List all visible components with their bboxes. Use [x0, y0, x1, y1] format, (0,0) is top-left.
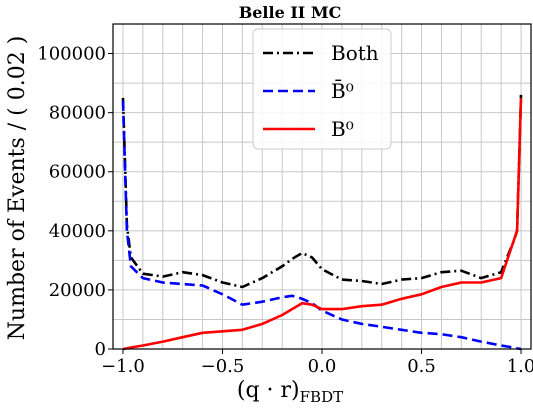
x-axis-label: (q · r)FBDT — [237, 378, 343, 403]
series-line-Both — [121, 94, 523, 289]
series-line-B̄⁰ — [121, 100, 522, 351]
y-tick-label: 0 — [95, 339, 106, 360]
x-tick-label: 0.0 — [308, 356, 337, 377]
y-tick-label: 100000 — [37, 44, 106, 65]
series-group — [121, 94, 523, 351]
legend-label: B̄⁰ — [331, 78, 354, 103]
y-tick-label: 40000 — [49, 221, 106, 242]
legend-label: Both — [331, 41, 379, 65]
chart-title: Belle II MC — [239, 3, 342, 22]
y-tick-label: 80000 — [49, 103, 106, 124]
y-tick-label: 20000 — [49, 280, 106, 301]
ticks: −1.0 −0.5 0.0 0.5 1.0 0 20000 40000 60000 80000 10… — [37, 44, 533, 377]
x-tick-label: 1.0 — [507, 356, 533, 377]
x-tick-label: −1.0 — [101, 356, 145, 377]
legend: Both B̄⁰ B⁰ — [252, 28, 392, 150]
legend-box — [252, 28, 392, 150]
y-tick-label: 60000 — [49, 162, 106, 183]
x-tick-label: 0.5 — [407, 356, 436, 377]
legend-label: B⁰ — [331, 117, 354, 141]
y-axis-label: Number of Events / ( 0.02 ) — [5, 36, 30, 341]
series-line-B⁰ — [122, 97, 523, 351]
x-tick-label: −0.5 — [201, 356, 245, 377]
